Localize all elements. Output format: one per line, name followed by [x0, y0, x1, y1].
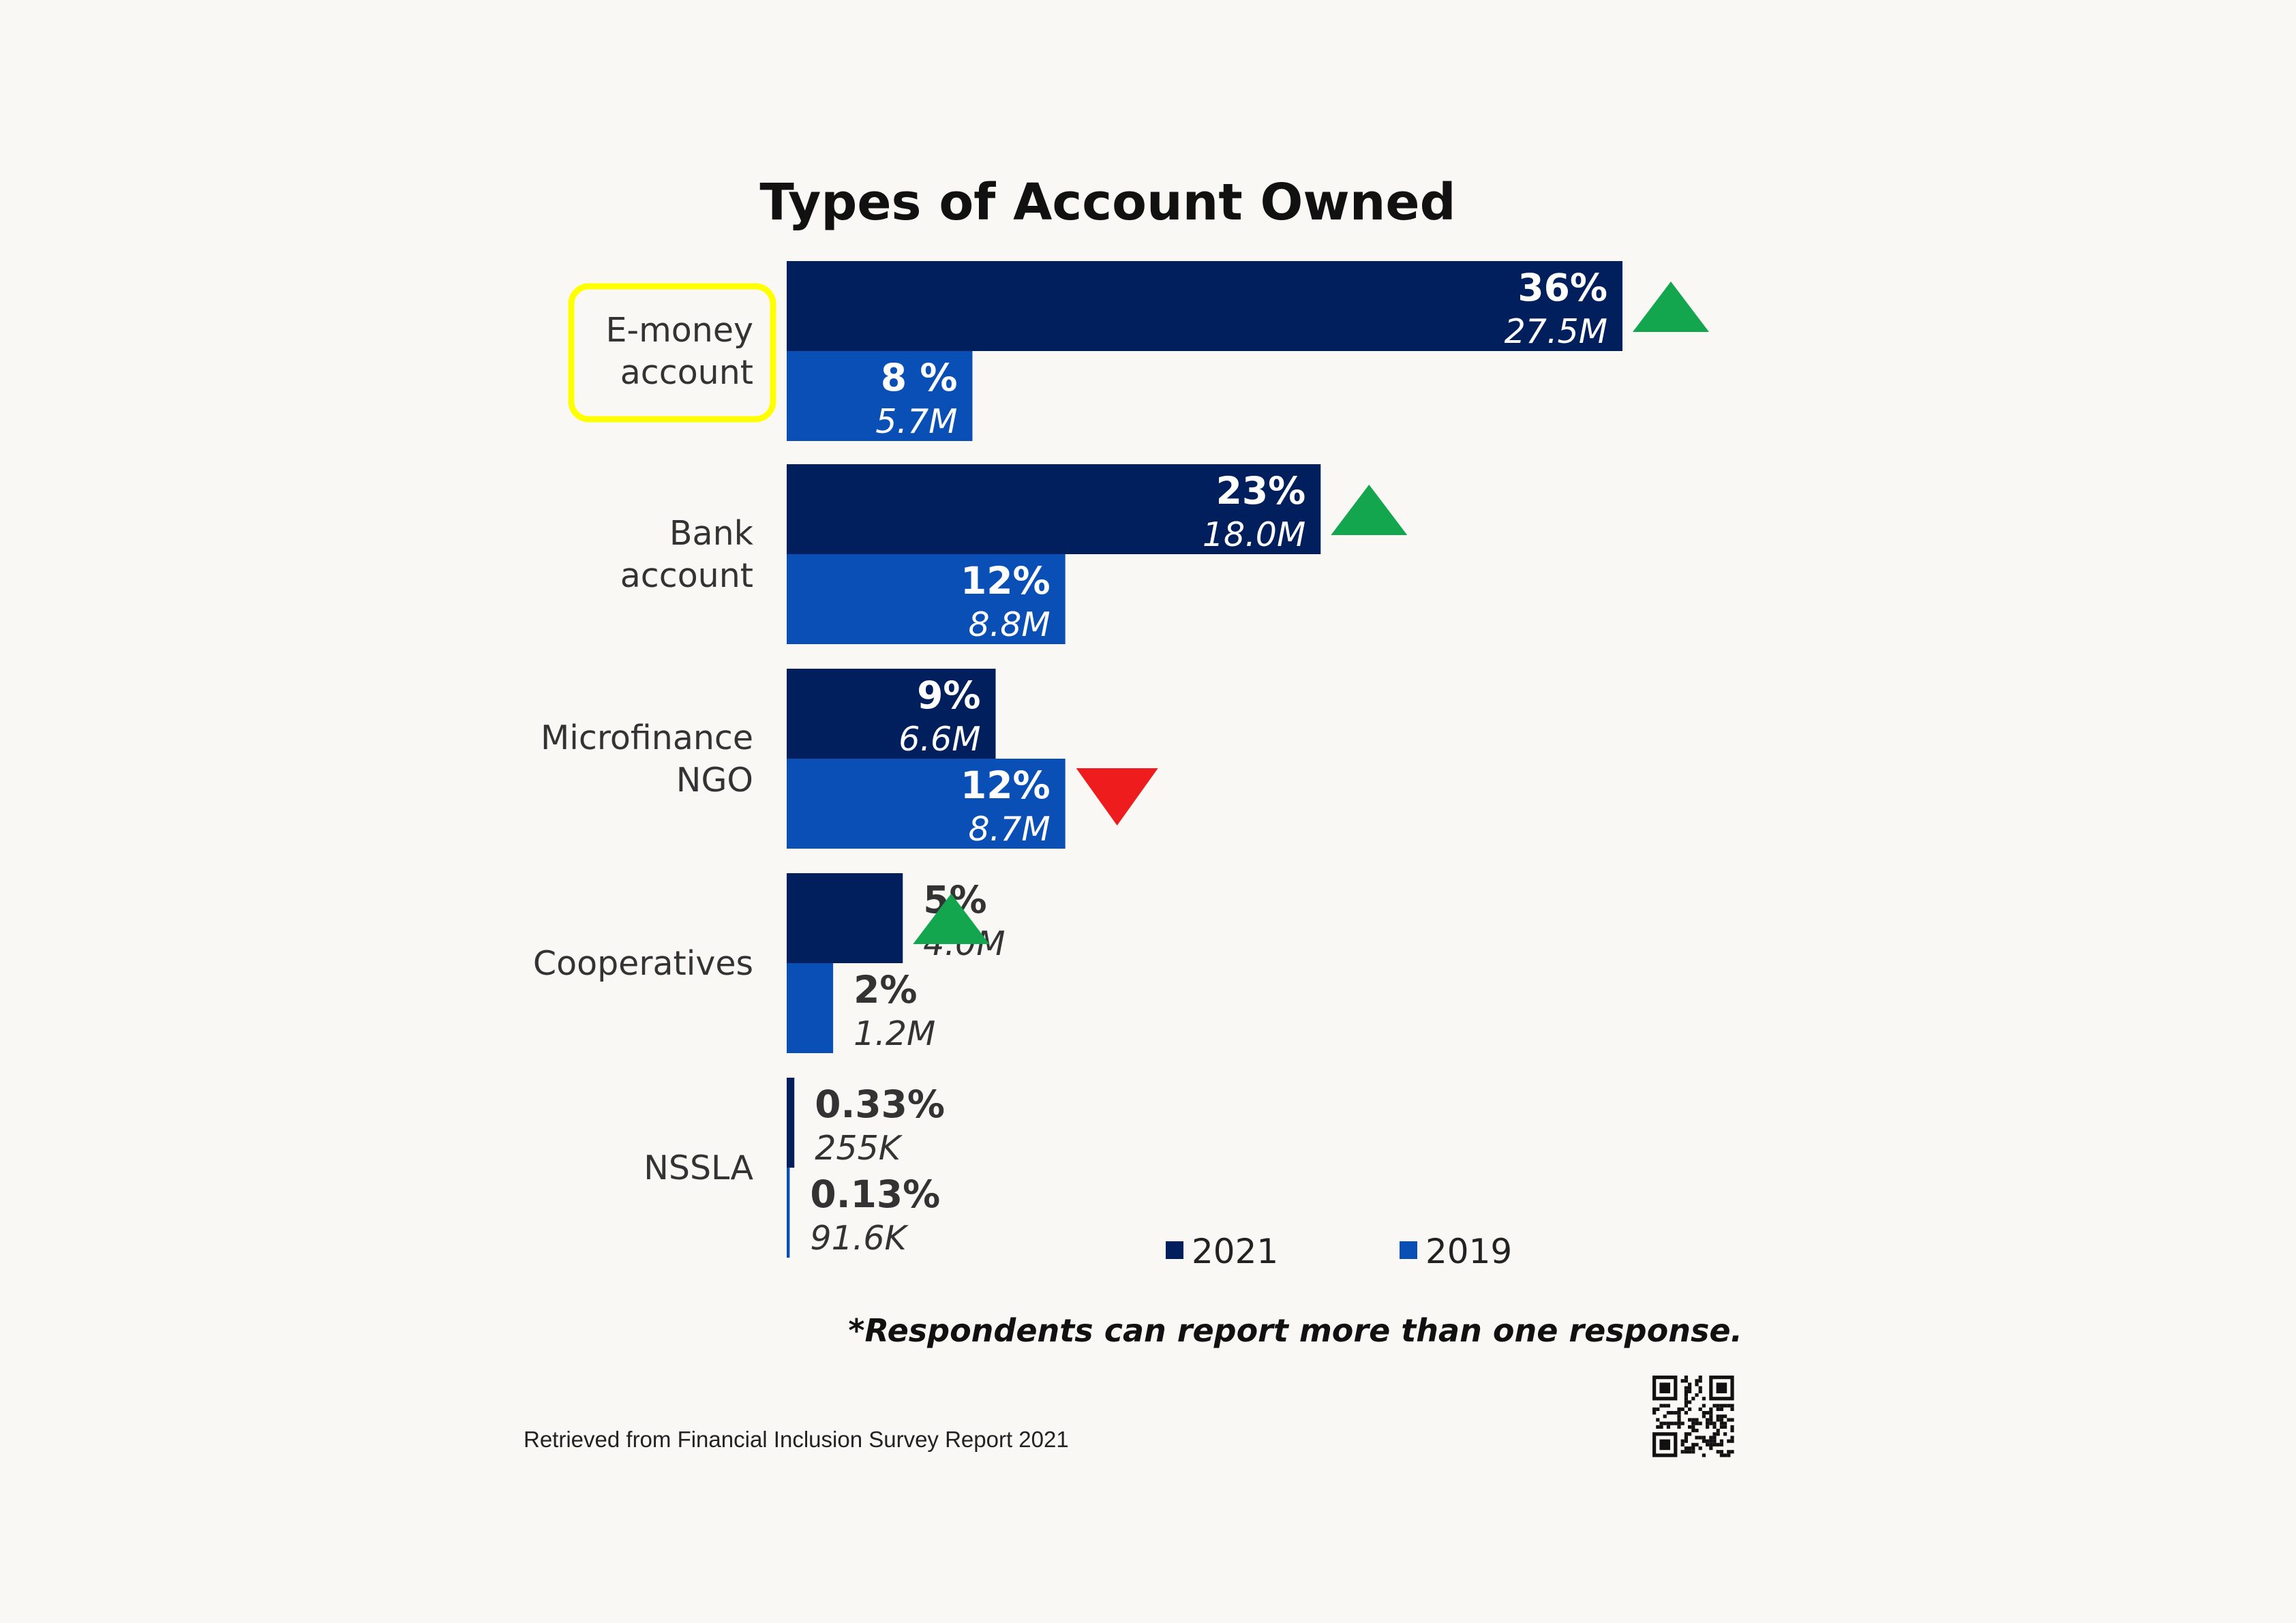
count-label: 1.2M: [854, 1014, 935, 1053]
legend-swatch: [1400, 1241, 1417, 1259]
value-label: 9%: [917, 673, 980, 717]
qr-code-icon: [1652, 1376, 1734, 1457]
category-group: Cooperatives5%4.0M2%1.2M: [533, 873, 1005, 1053]
category-group: NSSLA 0.33%255K 0.13%91.6K: [644, 1078, 945, 1258]
category-label: account: [620, 353, 753, 392]
trend-up-icon: [913, 894, 990, 944]
bar-2019: [787, 554, 1066, 644]
category-label: E-money: [605, 311, 753, 350]
trend-up-icon: [1331, 485, 1408, 535]
bar-2019: [787, 1168, 790, 1258]
bar-2019: [787, 351, 973, 441]
legend-label: 2019: [1425, 1232, 1512, 1271]
value-label: 23%: [1216, 469, 1306, 513]
bar-2021: [787, 261, 1622, 351]
value-label: 0.13%: [810, 1172, 940, 1216]
category-label: Microfinance: [541, 718, 753, 757]
value-label: 2%: [854, 968, 917, 1012]
footnote: *Respondents can report more than one re…: [848, 1312, 1742, 1349]
count-label: 255K: [815, 1129, 903, 1168]
value-label: 36%: [1517, 266, 1607, 309]
value-label: 8 %: [881, 356, 958, 399]
value-label: 0.33%: [815, 1082, 945, 1126]
bar-2019: [787, 759, 1066, 849]
count-label: 91.6K: [810, 1219, 909, 1258]
category-group: Microfinance NGO 9%6.6M 12%8.7M: [541, 669, 1158, 849]
chart-title: Types of Account Owned: [759, 173, 1455, 232]
legend: 2021 2019: [1166, 1232, 1512, 1271]
legend-label: 2021: [1192, 1232, 1278, 1271]
count-label: 8.7M: [968, 810, 1050, 849]
category-label: account: [620, 556, 753, 595]
count-label: 18.0M: [1203, 515, 1305, 554]
category-label: NGO: [676, 761, 753, 800]
highlight-box: [568, 283, 776, 423]
trend-down-icon: [1076, 768, 1158, 825]
count-label: 27.5M: [1505, 312, 1607, 351]
category-label: Bank: [669, 514, 754, 553]
trend-up-icon: [1633, 282, 1709, 332]
category-label: NSSLA: [644, 1149, 753, 1187]
count-label: 5.7M: [875, 402, 957, 441]
bar-2021: [787, 1078, 795, 1168]
source-note: Retrieved from Financial Inclusion Surve…: [524, 1427, 1069, 1452]
value-label: 12%: [961, 559, 1051, 603]
value-label: 12%: [961, 763, 1051, 807]
bar-2021: [787, 464, 1321, 554]
count-label: 6.6M: [898, 720, 980, 759]
category-label: Cooperatives: [533, 944, 753, 983]
legend-swatch: [1166, 1241, 1183, 1259]
count-label: 8.8M: [968, 605, 1050, 644]
bar-2021: [787, 873, 903, 963]
bar-2021: [787, 669, 996, 759]
bar-2019: [787, 963, 834, 1053]
